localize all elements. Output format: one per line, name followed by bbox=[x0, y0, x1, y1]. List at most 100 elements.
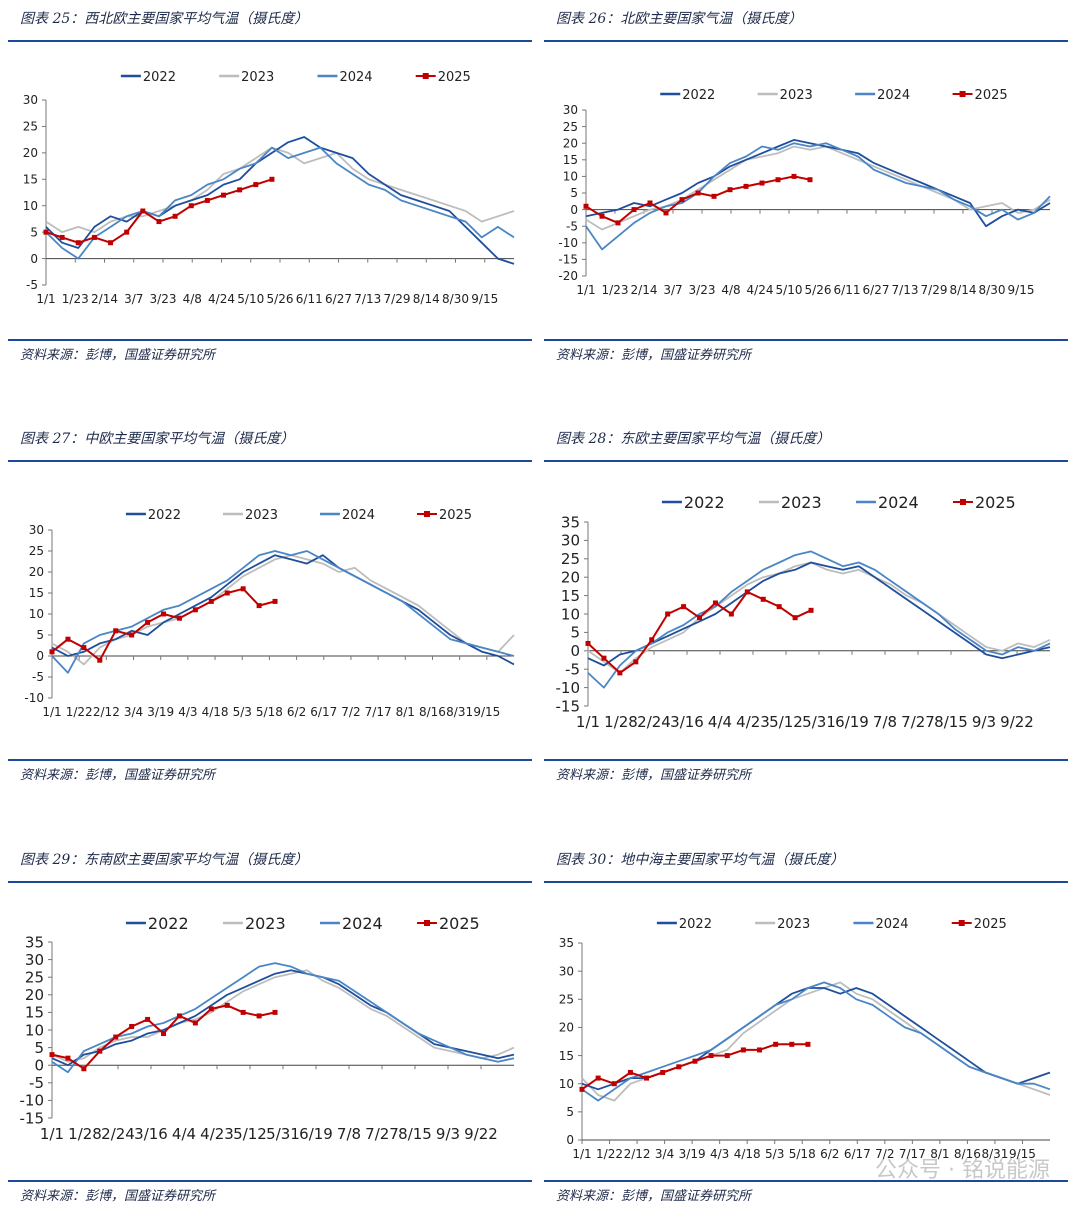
y-tick-label: -10 bbox=[556, 679, 581, 697]
x-tick-label: 7/8 bbox=[873, 713, 897, 731]
x-tick-label: 4/18 bbox=[734, 1147, 761, 1161]
y-tick-label: 30 bbox=[25, 951, 44, 969]
legend-label: 2024 bbox=[342, 508, 375, 523]
series-line-2025 bbox=[585, 175, 811, 224]
title-rule bbox=[8, 881, 532, 883]
x-tick-label: 3/7 bbox=[124, 292, 143, 306]
title-rule bbox=[8, 40, 532, 42]
chart-title: 图表 30：地中海主要国家平均气温（摄氏度） bbox=[556, 852, 845, 868]
series-point-2025 bbox=[744, 589, 750, 595]
y-tick-label: 30 bbox=[29, 523, 44, 537]
y-tick-label: -20 bbox=[558, 269, 578, 283]
source-rule bbox=[8, 1180, 532, 1182]
series-point-2025 bbox=[617, 670, 623, 676]
source-rule bbox=[544, 1180, 1068, 1182]
x-tick-label: 2/24 bbox=[637, 713, 671, 731]
series-line-2025 bbox=[581, 1043, 808, 1091]
y-tick-label: 10 bbox=[23, 199, 38, 213]
legend-label: 2022 bbox=[143, 70, 176, 85]
x-tick-label: 8/14 bbox=[413, 292, 440, 306]
title-rule bbox=[544, 881, 1068, 883]
series-point-2025 bbox=[711, 193, 717, 199]
series-point-2025 bbox=[113, 628, 119, 634]
y-tick-label: 0 bbox=[570, 203, 578, 217]
legend-item-2025: 2025 bbox=[415, 70, 471, 85]
y-tick-label: -10 bbox=[558, 236, 578, 250]
series-point-2025 bbox=[224, 1002, 230, 1008]
legend-label: 2024 bbox=[339, 70, 372, 85]
x-tick-label: 4/3 bbox=[178, 705, 197, 719]
legend-label: 2023 bbox=[780, 88, 813, 103]
chart-title: 图表 29：东南欧主要国家平均气温（摄氏度） bbox=[20, 852, 309, 868]
x-tick-label: 4/24 bbox=[747, 283, 774, 297]
x-tick-label: 4/23 bbox=[736, 713, 770, 731]
y-tick-label: -15 bbox=[556, 697, 581, 715]
x-tick-label: 2/14 bbox=[631, 283, 658, 297]
x-tick-label: 7/2 bbox=[341, 705, 360, 719]
series-line-2023 bbox=[585, 145, 1051, 231]
x-tick-label: 7/13 bbox=[892, 283, 919, 297]
series-line-2023 bbox=[51, 554, 515, 666]
x-tick-label: 8/15 bbox=[398, 1125, 432, 1143]
legend-item-2023: 2023 bbox=[758, 493, 822, 512]
legend-item-2022: 2022 bbox=[661, 493, 725, 512]
x-tick-label: 5/31 bbox=[266, 1125, 300, 1143]
y-tick-label: 35 bbox=[559, 936, 574, 950]
legend-label: 2022 bbox=[148, 508, 181, 523]
y-tick-label: 5 bbox=[34, 1039, 44, 1057]
series-line-2024 bbox=[581, 981, 1051, 1102]
source-note: 资料来源：彭博，国盛证券研究所 bbox=[556, 348, 752, 363]
legend-label: 2023 bbox=[245, 914, 286, 933]
series-point-2025 bbox=[665, 611, 671, 617]
series-point-2025 bbox=[124, 229, 130, 235]
series-point-2025 bbox=[129, 632, 135, 638]
legend-item-2023: 2023 bbox=[755, 917, 810, 932]
y-tick-label: 25 bbox=[25, 968, 44, 986]
x-tick-label: 5/18 bbox=[256, 705, 283, 719]
series-point-2025 bbox=[649, 637, 655, 643]
x-tick-label: 1/1 bbox=[576, 713, 600, 731]
series-point-2025 bbox=[615, 220, 621, 226]
legend-item-2023: 2023 bbox=[219, 70, 274, 85]
x-tick-label: 4/24 bbox=[208, 292, 235, 306]
series-point-2025 bbox=[256, 1013, 262, 1019]
series-point-2025 bbox=[253, 182, 259, 188]
chart-title: 图表 27：中欧主要国家平均气温（摄氏度） bbox=[20, 431, 295, 447]
x-tick-label: 3/16 bbox=[670, 713, 704, 731]
y-tick-label: 10 bbox=[29, 607, 44, 621]
x-tick-label: 1/1 bbox=[36, 292, 55, 306]
series-line-2022 bbox=[581, 987, 1051, 1091]
series-point-2025 bbox=[579, 1086, 585, 1092]
x-tick-label: 7/8 bbox=[337, 1125, 361, 1143]
series-point-2025 bbox=[631, 207, 637, 213]
series-point-2025 bbox=[145, 619, 151, 625]
x-tick-label: 5/31 bbox=[802, 713, 836, 731]
legend-marker bbox=[423, 920, 430, 926]
legend-label: 2023 bbox=[781, 493, 822, 512]
series-point-2025 bbox=[633, 659, 639, 665]
series-point-2025 bbox=[712, 600, 718, 606]
y-tick-label: 20 bbox=[29, 565, 44, 579]
y-tick-label: 0 bbox=[34, 1056, 44, 1074]
x-tick-label: 5/10 bbox=[776, 283, 803, 297]
x-tick-label: 5/26 bbox=[267, 292, 294, 306]
y-tick-label: 10 bbox=[561, 605, 580, 623]
source-rule bbox=[8, 339, 532, 341]
y-tick-label: -5 bbox=[565, 660, 580, 678]
series-line-2024 bbox=[51, 962, 515, 1074]
series-point-2025 bbox=[595, 1075, 601, 1081]
series-point-2025 bbox=[695, 190, 701, 196]
x-tick-label: 4/23 bbox=[200, 1125, 234, 1143]
y-tick-label: 10 bbox=[563, 170, 578, 184]
series-point-2025 bbox=[599, 213, 605, 219]
series-point-2025 bbox=[660, 1069, 666, 1075]
legend-label: 2025 bbox=[974, 917, 1007, 932]
series-point-2025 bbox=[81, 1066, 87, 1072]
y-tick-label: 10 bbox=[25, 1021, 44, 1039]
series-line-2022 bbox=[51, 554, 515, 666]
source-note: 资料来源：彭博，国盛证券研究所 bbox=[20, 348, 216, 363]
x-tick-label: 6/17 bbox=[844, 1147, 871, 1161]
series-point-2025 bbox=[789, 1041, 795, 1047]
